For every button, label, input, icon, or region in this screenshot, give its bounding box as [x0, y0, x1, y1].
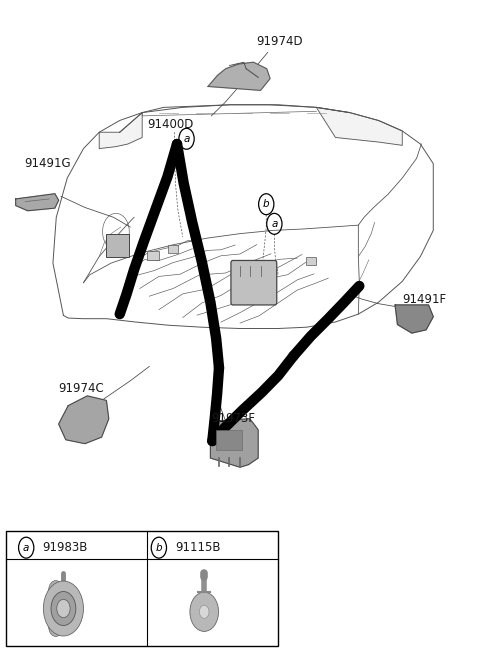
- Circle shape: [57, 599, 70, 618]
- Text: 91400D: 91400D: [147, 118, 193, 131]
- Text: 91974C: 91974C: [59, 382, 105, 396]
- Polygon shape: [16, 194, 59, 211]
- Circle shape: [199, 605, 209, 618]
- Polygon shape: [99, 112, 142, 148]
- Polygon shape: [316, 107, 402, 145]
- Bar: [168, 245, 178, 252]
- Circle shape: [51, 591, 76, 625]
- Polygon shape: [208, 62, 270, 91]
- Text: 91491G: 91491G: [24, 157, 71, 170]
- Bar: [147, 251, 159, 260]
- FancyBboxPatch shape: [231, 260, 277, 305]
- Text: a: a: [183, 134, 190, 144]
- Circle shape: [48, 581, 63, 600]
- Text: a: a: [271, 219, 277, 229]
- Polygon shape: [59, 396, 109, 443]
- Circle shape: [190, 592, 218, 631]
- Text: 91115B: 91115B: [176, 541, 221, 554]
- Circle shape: [48, 617, 63, 637]
- Circle shape: [43, 581, 84, 636]
- Bar: [306, 256, 316, 265]
- Bar: [6, 532, 278, 646]
- Bar: [107, 234, 129, 256]
- Polygon shape: [210, 419, 258, 467]
- Text: 91491F: 91491F: [402, 292, 446, 306]
- Bar: [216, 430, 242, 449]
- Text: b: b: [156, 543, 162, 553]
- Text: b: b: [263, 199, 270, 209]
- Text: 91974D: 91974D: [257, 35, 303, 49]
- Text: 91983B: 91983B: [42, 541, 87, 554]
- Text: 91973F: 91973F: [211, 413, 255, 425]
- Text: a: a: [23, 543, 29, 553]
- Polygon shape: [395, 305, 433, 333]
